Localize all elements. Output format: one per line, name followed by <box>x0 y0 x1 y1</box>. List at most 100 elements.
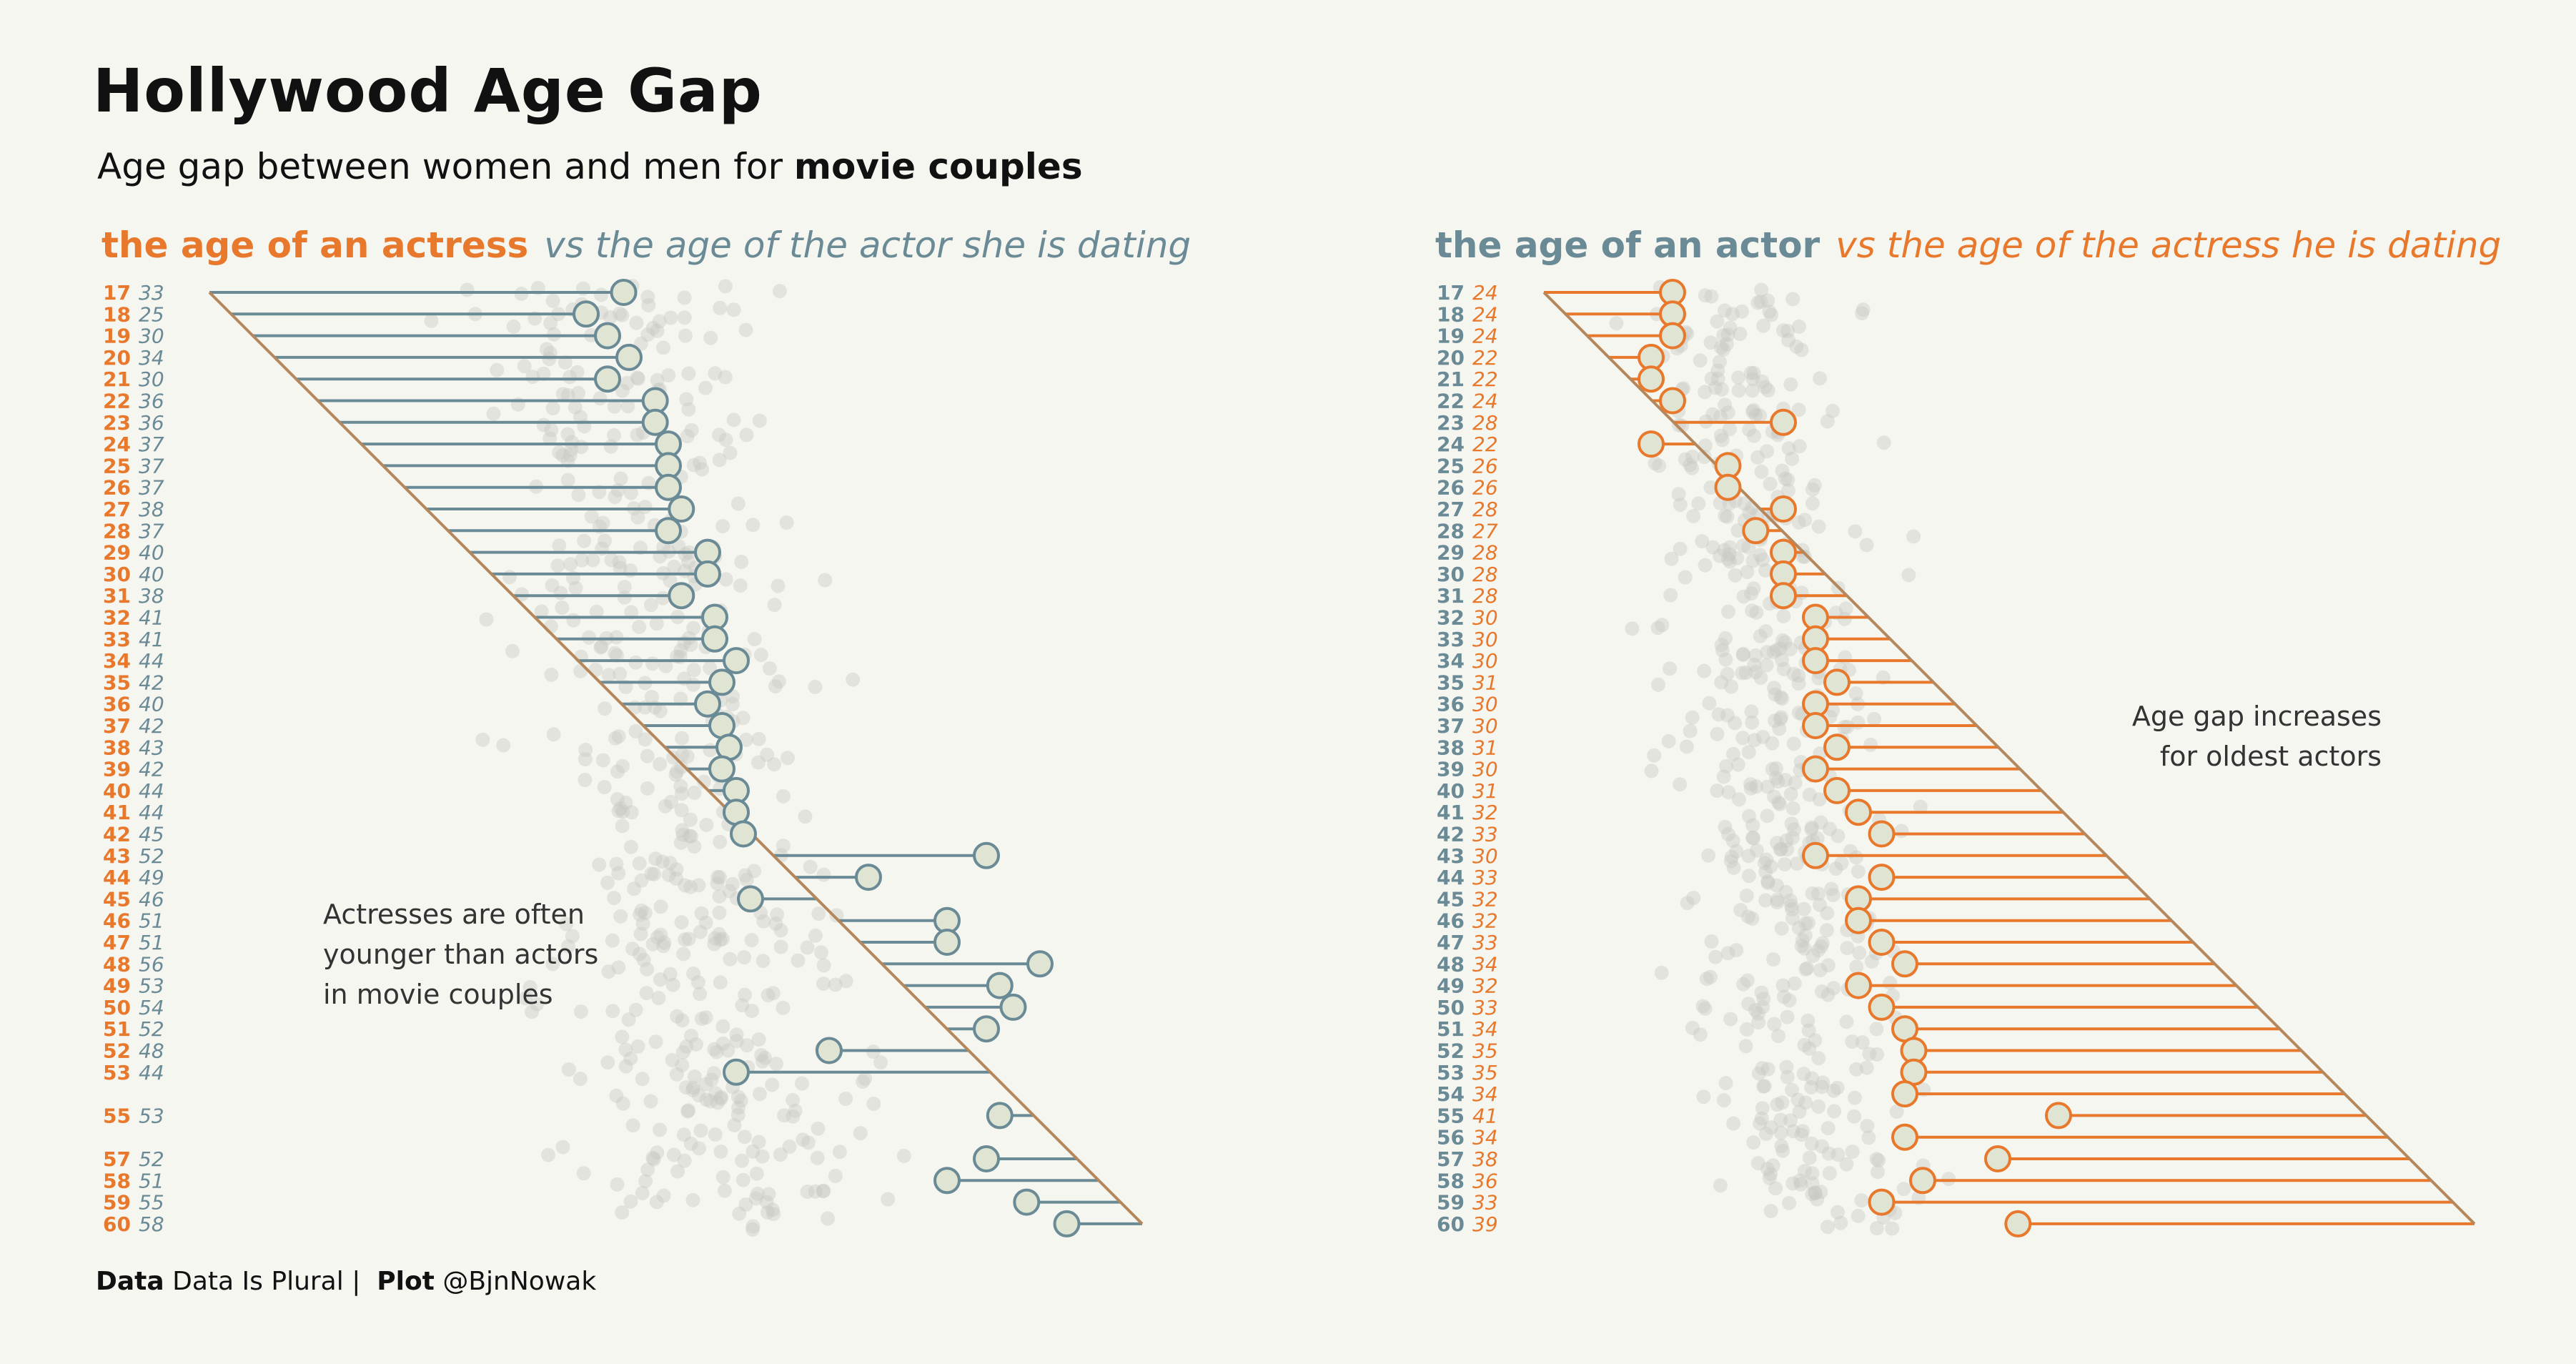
partner-age-label: 32 <box>1472 887 1498 911</box>
background-dot <box>1746 831 1761 846</box>
background-dot <box>707 936 722 952</box>
background-dot <box>1824 881 1839 896</box>
background-dot <box>1737 496 1752 511</box>
background-dot <box>656 340 670 355</box>
background-dot <box>1748 648 1763 663</box>
background-dot <box>673 835 688 850</box>
background-dot <box>1712 355 1727 370</box>
background-dot <box>1768 713 1783 728</box>
background-dot <box>1856 302 1871 317</box>
background-dot <box>745 518 761 533</box>
background-dot <box>609 1088 624 1103</box>
background-dot <box>615 1205 630 1220</box>
background-dot <box>1782 993 1797 1008</box>
background-dot <box>610 792 625 806</box>
background-dot <box>1775 978 1790 993</box>
partner-age-label: 36 <box>139 411 164 435</box>
background-dot <box>615 804 630 819</box>
background-dot <box>424 313 439 328</box>
background-dot <box>1851 1208 1866 1223</box>
background-dot <box>571 488 586 503</box>
background-dot <box>644 866 659 881</box>
background-dot <box>723 445 738 460</box>
partner-age-dot <box>1868 1188 1896 1216</box>
background-dot <box>674 786 689 801</box>
background-dot <box>1741 849 1756 864</box>
background-dot <box>1740 909 1755 924</box>
background-dot <box>773 939 788 954</box>
background-dot <box>1776 609 1791 623</box>
background-dot <box>756 954 771 969</box>
background-dot <box>1826 888 1841 902</box>
background-dot <box>694 1012 709 1027</box>
partner-age-label: 51 <box>139 1169 164 1192</box>
background-dot <box>1773 1112 1788 1127</box>
background-dot <box>1746 402 1761 417</box>
background-dot <box>1722 422 1737 437</box>
background-dot <box>753 648 768 663</box>
background-dot <box>1697 450 1712 464</box>
background-dot <box>1774 1139 1789 1154</box>
background-dot <box>798 809 813 824</box>
background-dot <box>680 429 695 443</box>
background-dot <box>1796 1067 1811 1082</box>
background-dot <box>543 431 558 446</box>
background-dot <box>816 1184 831 1199</box>
background-dot <box>628 655 643 670</box>
background-dot <box>1869 1221 1884 1235</box>
background-dot <box>1716 328 1731 342</box>
subtitle-prefix: Age gap between women and men for <box>97 146 794 187</box>
background-dot <box>1736 977 1751 992</box>
background-dot <box>522 979 538 994</box>
background-dot <box>751 1135 766 1150</box>
background-dot <box>677 290 692 305</box>
background-dot <box>858 1071 873 1086</box>
row-age-label: 23 <box>1437 411 1465 435</box>
background-dot <box>713 1144 728 1159</box>
background-dot <box>1784 816 1799 831</box>
background-dot <box>1837 611 1852 626</box>
background-dot <box>545 957 560 972</box>
background-dot <box>691 878 706 893</box>
background-dot <box>685 1082 700 1097</box>
partner-age-label: 26 <box>1472 454 1498 478</box>
background-dot <box>735 711 750 726</box>
chart-subtitle: Age gap between women and men for movie … <box>97 146 1083 187</box>
partner-age-label: 30 <box>1472 714 1498 738</box>
partner-age-dot <box>1638 365 1665 393</box>
background-dot <box>1758 1127 1773 1141</box>
background-dot <box>698 1010 713 1025</box>
row-age-label: 35 <box>103 671 131 694</box>
background-dot <box>1869 1022 1884 1037</box>
background-dot <box>1773 842 1788 857</box>
background-dot <box>727 1118 742 1132</box>
partner-age-dot <box>641 408 669 436</box>
annotation-line: Actresses are often <box>323 899 585 930</box>
partner-age-label: 33 <box>1472 823 1498 846</box>
background-dot <box>699 1092 714 1107</box>
row-age-label: 58 <box>1437 1169 1465 1192</box>
background-dot <box>1781 332 1796 347</box>
background-dot <box>733 578 748 593</box>
background-dot <box>765 1202 780 1217</box>
background-dot <box>680 749 695 763</box>
background-dot <box>795 1076 809 1091</box>
background-dot <box>1826 981 1841 996</box>
partner-age-dot <box>1770 408 1797 436</box>
partner-age-label: 40 <box>139 693 164 716</box>
background-dot <box>1804 1136 1819 1151</box>
partner-age-dot <box>973 841 1000 869</box>
background-dot <box>546 727 561 742</box>
background-dot <box>635 1072 650 1087</box>
background-dot <box>1798 1095 1813 1110</box>
background-dot <box>1609 316 1624 331</box>
background-dot <box>680 1104 695 1119</box>
background-dot <box>1798 962 1813 977</box>
background-dot <box>1733 327 1748 341</box>
background-dot <box>1758 624 1773 639</box>
background-dot <box>577 533 592 548</box>
partner-age-label: 33 <box>1472 1191 1498 1215</box>
row-age-label: 46 <box>1437 909 1465 933</box>
partner-age-label: 55 <box>139 1191 164 1215</box>
background-dot <box>628 723 643 738</box>
